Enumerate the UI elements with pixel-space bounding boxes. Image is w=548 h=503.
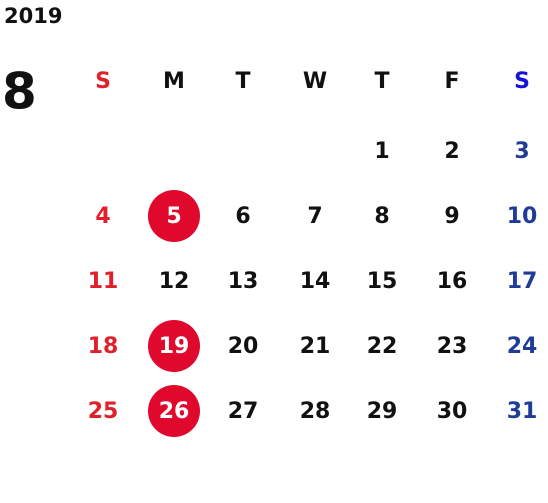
weekday-label: M (163, 69, 185, 94)
day: 4 (95, 204, 110, 229)
day: 29 (367, 399, 398, 424)
weekday-label: W (303, 69, 327, 94)
holiday-marker (148, 320, 200, 372)
day: 13 (228, 269, 259, 294)
day: 1 (374, 139, 389, 164)
day: 24 (507, 334, 538, 359)
day: 15 (367, 269, 398, 294)
day: 16 (437, 269, 468, 294)
day: 7 (307, 204, 322, 229)
year: 2019 (4, 4, 62, 28)
day: 2 (444, 139, 459, 164)
day: 31 (507, 399, 538, 424)
day: 8 (374, 204, 389, 229)
day: 19 (159, 334, 190, 359)
month: 8 (2, 63, 37, 121)
day: 5 (166, 204, 181, 229)
day: 12 (159, 269, 190, 294)
day: 26 (159, 399, 190, 424)
day: 28 (300, 399, 331, 424)
weekday-label: T (235, 69, 250, 94)
day: 10 (507, 204, 538, 229)
day: 11 (88, 269, 119, 294)
day: 27 (228, 399, 259, 424)
weekday-label: F (444, 69, 459, 94)
day: 18 (88, 334, 119, 359)
weekday-label: T (374, 69, 389, 94)
day: 20 (228, 334, 259, 359)
day: 6 (235, 204, 250, 229)
day: 3 (514, 139, 529, 164)
weekday-label: S (514, 69, 530, 94)
day: 30 (437, 399, 468, 424)
day: 23 (437, 334, 468, 359)
day: 17 (507, 269, 538, 294)
day: 14 (300, 269, 331, 294)
holiday-marker (148, 385, 200, 437)
day: 22 (367, 334, 398, 359)
holiday-marker (148, 190, 200, 242)
day: 21 (300, 334, 331, 359)
day: 25 (88, 399, 119, 424)
weekday-label: S (95, 69, 111, 94)
day: 9 (444, 204, 459, 229)
